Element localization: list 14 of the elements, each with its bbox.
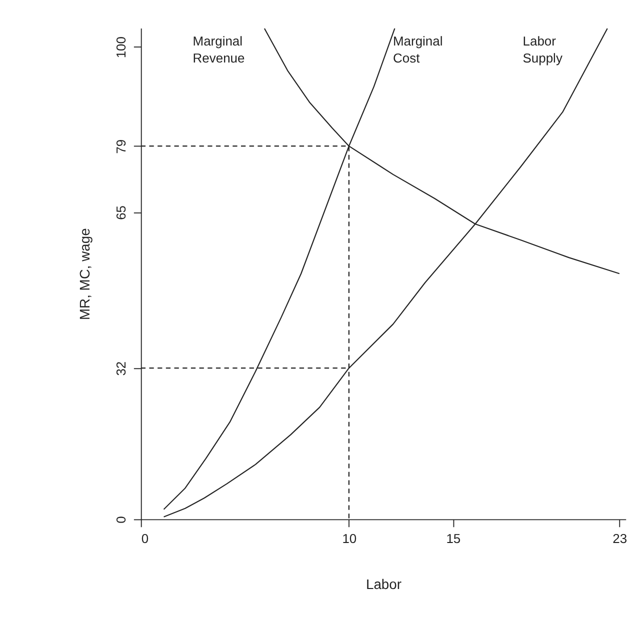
annotation: Marginal Cost [393, 34, 443, 66]
y-tick-label: 100 [114, 36, 129, 58]
y-tick-label: 32 [114, 361, 129, 376]
y-tick-label: 65 [114, 205, 129, 220]
y-axis-title: MR, MC, wage [76, 228, 92, 320]
y-tick-label: 79 [114, 139, 129, 154]
x-tick-label: 10 [342, 530, 357, 546]
x-tick-label: 15 [446, 530, 461, 546]
x-axis-title: Labor [366, 576, 402, 592]
x-tick-label: 23 [612, 530, 628, 546]
annotation: Marginal Revenue [192, 34, 245, 66]
x-tick-label: 0 [141, 530, 149, 546]
y-tick-label: 0 [114, 516, 129, 524]
annotation: Labor Supply [522, 34, 563, 66]
